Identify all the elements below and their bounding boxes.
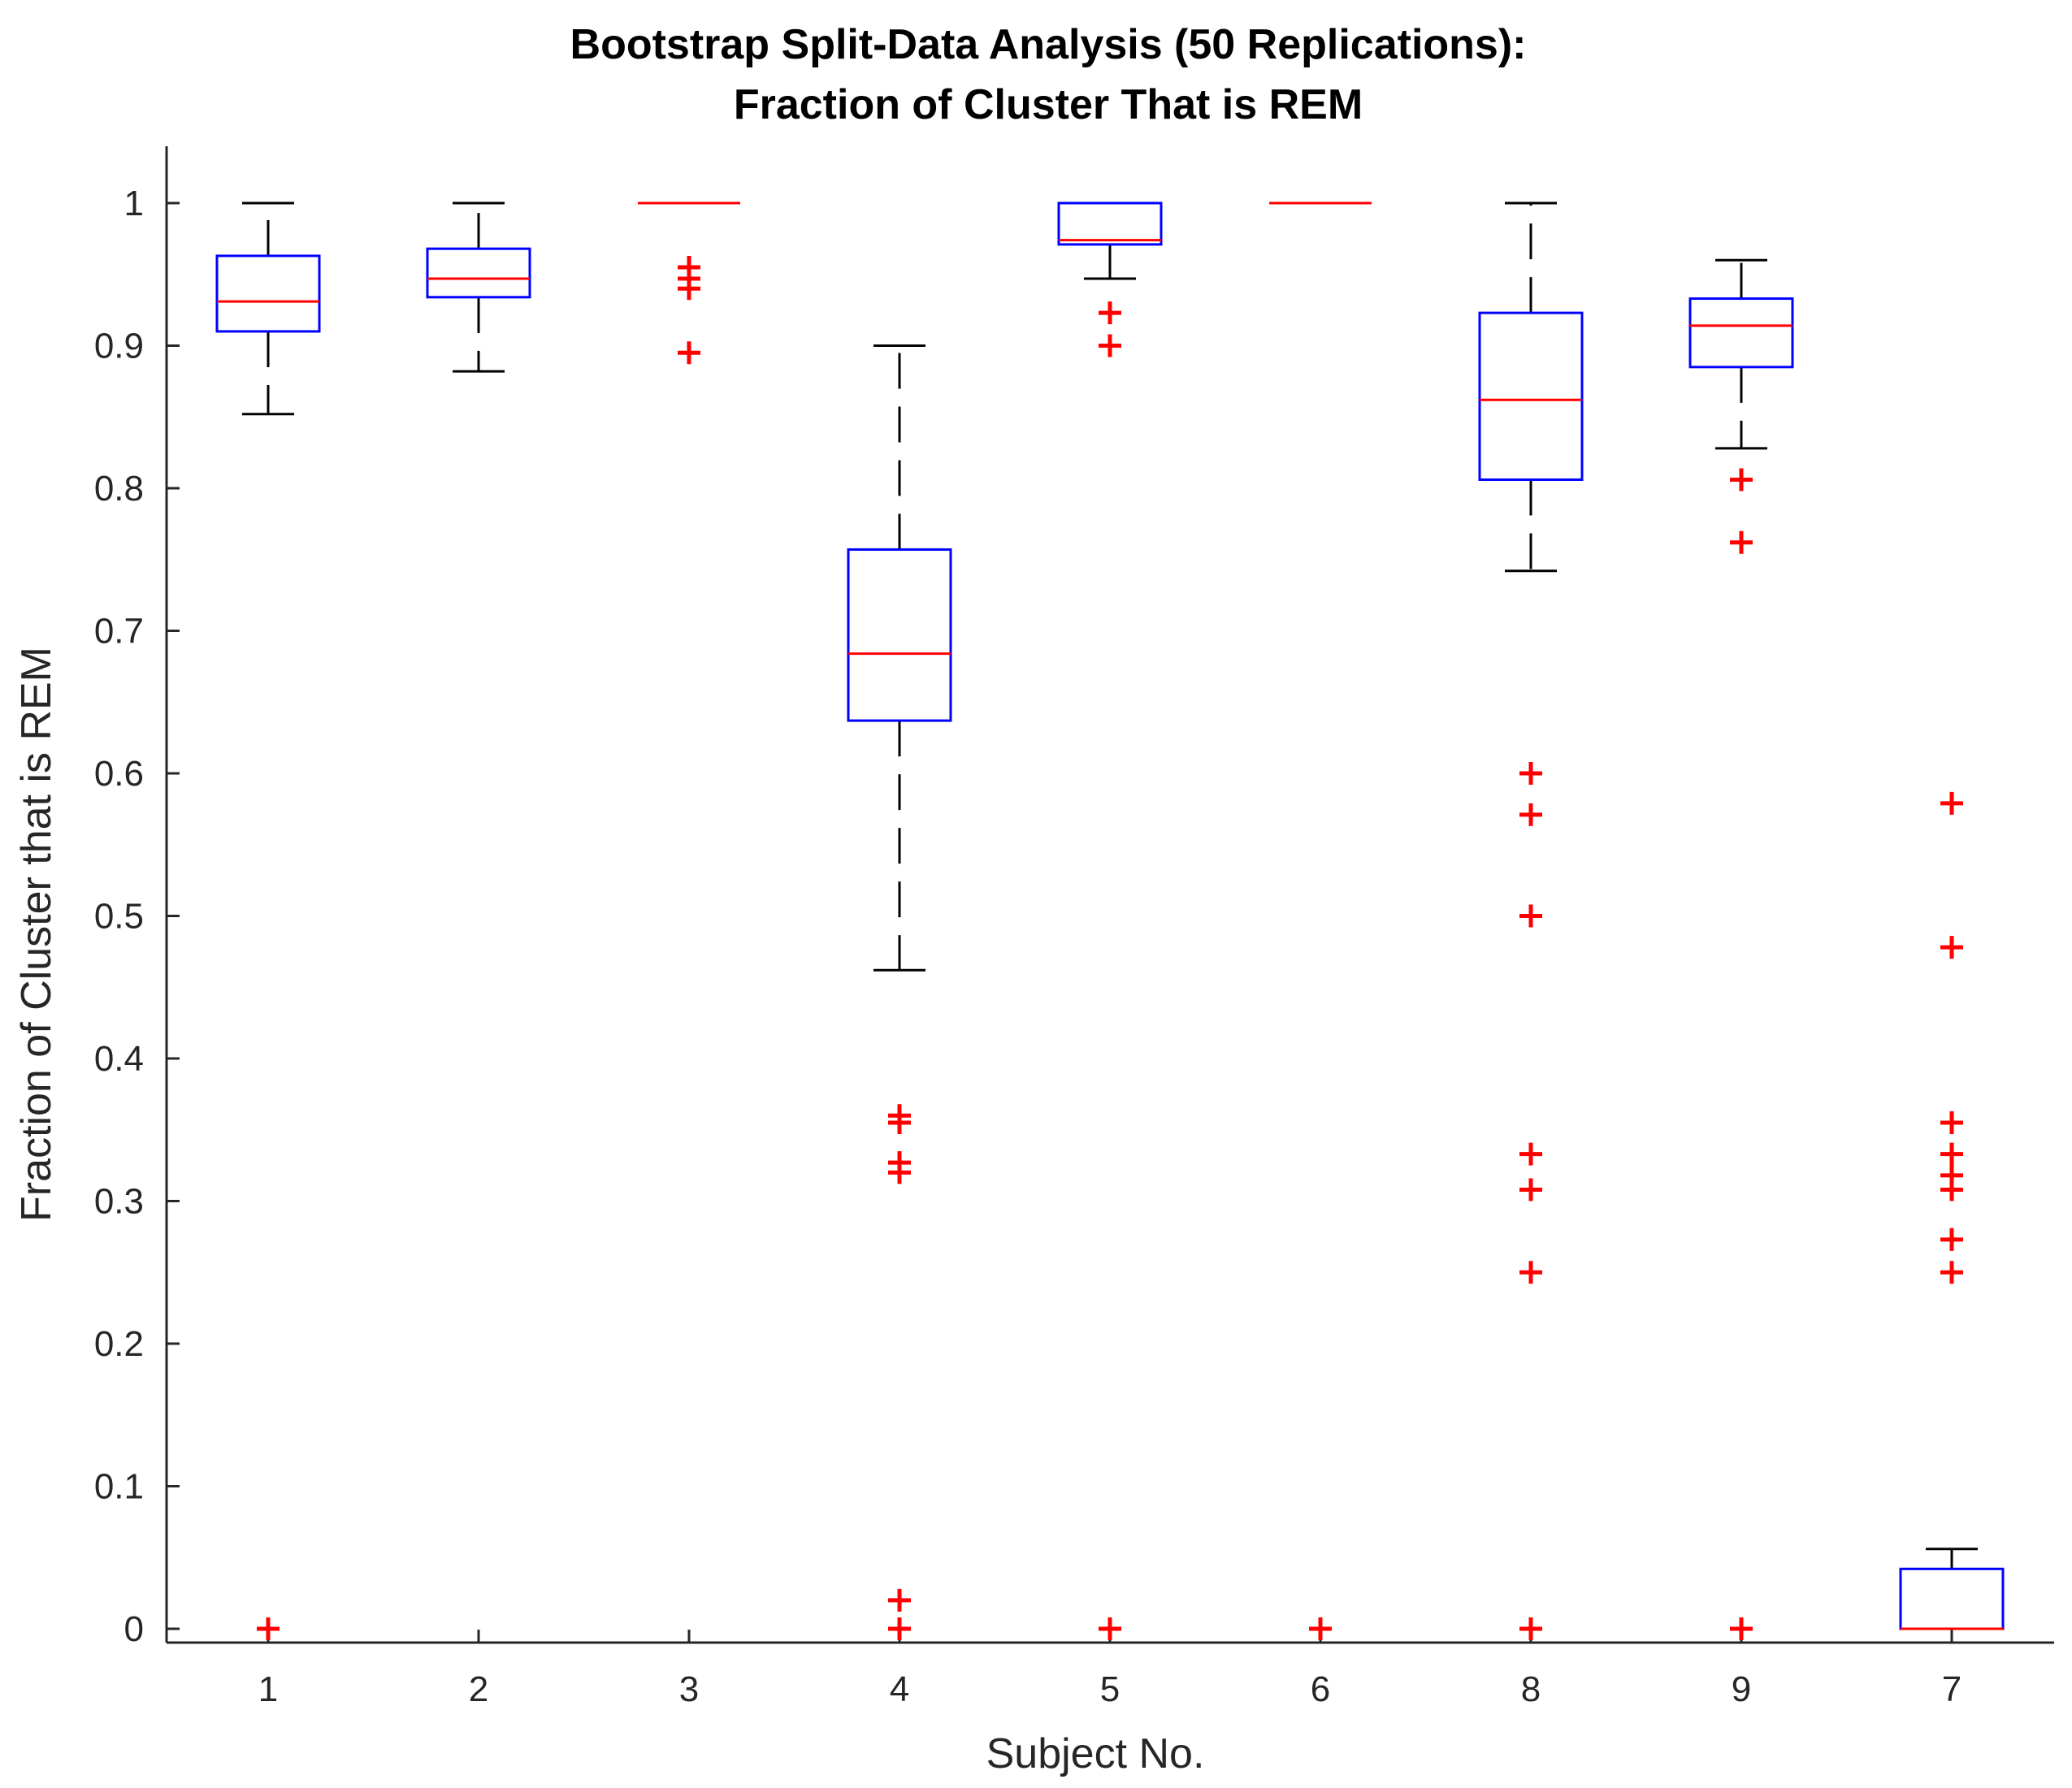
box-group-subject-1 (215, 201, 321, 1640)
outlier-marker (678, 341, 700, 365)
x-tick-label: 1 (258, 1669, 278, 1709)
box-group-subject-3 (638, 201, 740, 365)
box-group-subject-7 (1899, 791, 2005, 1630)
outlier-marker (1940, 1178, 1963, 1201)
box-group-subject-9 (1688, 258, 1794, 1640)
y-tick-label: 0.3 (94, 1182, 144, 1222)
outlier-marker (1730, 1617, 1753, 1640)
plot-area: 0 0.1 0.2 0.3 0.4 0.5 0.6 0.7 0.8 0.9 1 1 2 3 4 5 6 8 9 7 (94, 146, 2054, 1709)
outlier-marker (1099, 334, 1121, 357)
x-tick-label: 8 (1521, 1669, 1541, 1709)
outlier-marker (888, 1617, 911, 1640)
outlier-marker (888, 1588, 911, 1612)
x-tick-label: 6 (1311, 1669, 1330, 1709)
x-tick-label: 9 (1732, 1669, 1751, 1709)
box-iqr (215, 254, 321, 333)
y-tick-label: 0.5 (94, 897, 144, 937)
outlier-marker (1099, 1617, 1121, 1640)
outlier-marker (1519, 1142, 1542, 1166)
outlier-marker (1519, 904, 1542, 928)
y-tick-label: 0.9 (94, 327, 144, 366)
outlier-marker (1940, 791, 1963, 815)
box-iqr (847, 548, 952, 722)
outlier-marker (1519, 1261, 1542, 1284)
y-axis-label: Fraction of Cluster that is REM (13, 647, 60, 1222)
box-iqr (1057, 201, 1163, 246)
y-tick-label: 0.2 (94, 1324, 144, 1364)
y-tick-label: 0 (124, 1609, 144, 1649)
outlier-marker (257, 1617, 280, 1640)
chart-title-line-1: Bootstrap Split-Data Analysis (50 Replic… (570, 21, 1527, 68)
box-group-subject-5 (1057, 201, 1163, 1640)
y-tick-label: 0.4 (94, 1039, 144, 1079)
chart-title-line-2: Fraction of Cluster That is REM (734, 81, 1363, 128)
outlier-marker (1730, 468, 1753, 491)
x-tick-label: 4 (890, 1669, 909, 1709)
x-tick-label: 5 (1100, 1669, 1120, 1709)
box-iqr (1688, 297, 1794, 369)
x-axis-label: Subject No. (986, 1730, 1205, 1777)
outlier-marker (1940, 1261, 1963, 1284)
outlier-marker (1519, 1178, 1542, 1201)
outlier-marker (678, 277, 700, 301)
y-tick-label: 0.6 (94, 754, 144, 794)
outlier-marker (1940, 1110, 1963, 1134)
x-tick-label: 2 (469, 1669, 488, 1709)
x-tick-label: 3 (679, 1669, 699, 1709)
y-tick-label: 0.8 (94, 469, 144, 509)
outlier-marker (888, 1161, 911, 1184)
outlier-marker (1940, 936, 1963, 959)
outlier-marker (888, 1110, 911, 1134)
outlier-marker (1940, 1227, 1963, 1251)
y-tick-label: 0.1 (94, 1467, 144, 1507)
box-group-subject-8 (1478, 201, 1584, 1640)
outlier-marker (1519, 762, 1542, 785)
outlier-marker (1730, 530, 1753, 554)
outlier-marker (1309, 1617, 1332, 1640)
y-tick-label: 1 (124, 184, 144, 223)
y-tick-label: 0.7 (94, 612, 144, 652)
box-iqr (1899, 1567, 2005, 1630)
box-group-subject-4 (847, 344, 952, 1640)
outlier-marker (1519, 803, 1542, 826)
box-group-subject-2 (426, 201, 531, 373)
box-iqr (426, 247, 531, 299)
box-iqr (1478, 311, 1584, 481)
outlier-marker (1099, 301, 1121, 325)
outlier-marker (1519, 1617, 1542, 1640)
outlier-marker (1940, 1142, 1963, 1166)
box-group-subject-6 (1269, 201, 1372, 1640)
x-tick-label: 7 (1942, 1669, 1961, 1709)
